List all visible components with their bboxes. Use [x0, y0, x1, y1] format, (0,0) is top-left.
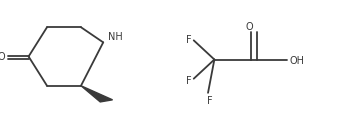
Text: OH: OH	[289, 55, 304, 65]
Text: NH: NH	[108, 32, 123, 42]
Text: O: O	[246, 22, 253, 32]
Text: F: F	[186, 35, 191, 45]
Text: F: F	[186, 75, 191, 85]
Polygon shape	[81, 86, 113, 102]
Text: O: O	[0, 52, 5, 62]
Text: F: F	[207, 95, 212, 105]
